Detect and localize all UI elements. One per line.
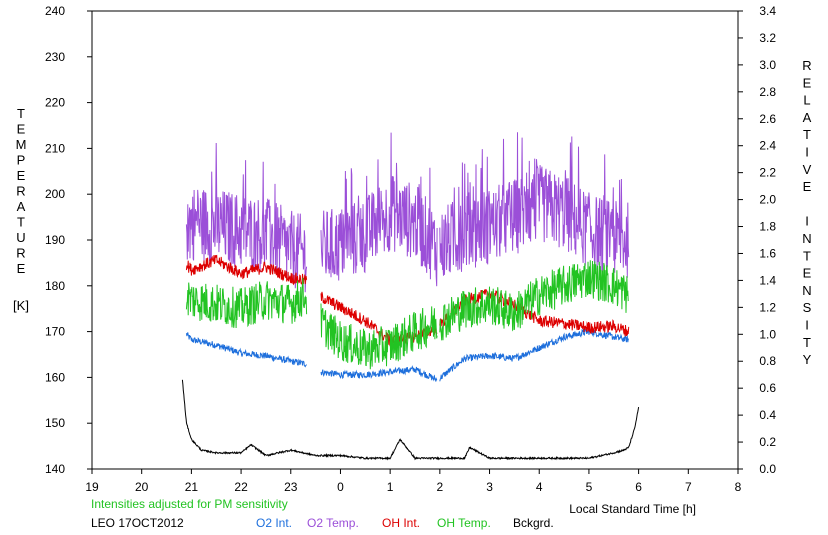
legend-o2-temp: O2 Temp. [307,516,359,530]
x-tick-label: 22 [234,480,248,494]
series-layer [181,132,640,461]
axis-title-letter: I [805,318,809,333]
series-line-o2-temp [185,132,630,293]
axis-title-letter: T [803,335,811,350]
axis-title-letter: M [16,137,27,152]
y-right-tick-label: 2.6 [759,112,776,126]
series-line-bckgrd [181,379,640,461]
y-right-tick-label: 0.4 [759,408,776,422]
y-right-tick-label: 3.0 [759,58,776,72]
x-tick-label: 23 [284,480,298,494]
y-right-tick-label: 0.2 [759,435,776,449]
x-axis-label: Local Standard Time [h] [569,502,696,516]
axis-title-letter: N [802,283,811,298]
axis-title-letter: R [16,246,25,261]
y-left-tick-label: 240 [45,4,65,18]
axis-title-letter: R [802,58,811,73]
y-right-tick-label: 2.4 [759,139,776,153]
y-left-axis-unit: [K] [13,298,29,313]
y-right-tick-label: 3.4 [759,4,776,18]
axis-title-letter: T [17,106,25,121]
y-right-tick-label: 2.0 [759,193,776,207]
axis-title-letter: E [803,179,812,194]
y-left-tick-label: 170 [45,325,65,339]
axis-title-letter: R [16,184,25,199]
y-right-tick-label: 2.8 [759,85,776,99]
legend-o2-int: O2 Int. [256,516,292,530]
x-tick-label: 5 [586,480,593,494]
y-right-tick-label: 2.2 [759,166,776,180]
plot-frame [91,10,739,470]
axis-title-letter: V [803,162,812,177]
y-left-tick-label: 150 [45,416,65,430]
axis-title-letter: E [17,168,26,183]
axis-title-letter: N [802,231,811,246]
y-left-tick-label: 190 [45,233,65,247]
y-right-tick-label: 0.0 [759,462,776,476]
pm-sensitivity-note: Intensities adjusted for PM sensitivity [91,497,288,511]
x-tick-label: 19 [85,480,99,494]
axis-title-letter: T [17,215,25,230]
axis-title-letter: E [17,261,26,276]
x-tick-label: 6 [635,480,642,494]
y-left-tick-label: 210 [45,141,65,155]
x-tick-label: 8 [735,480,742,494]
y-left-tick-label: 160 [45,370,65,384]
axis-title-letter: A [803,110,812,125]
x-tick-label: 1 [387,480,394,494]
axis-title-letter: T [803,127,811,142]
legend-oh-int: OH Int. [382,516,420,530]
y-left-axis-ticks: 140 150 160 170 180 190 200 210 220 230 240 [45,4,92,476]
axis-title-letter: Y [803,352,812,367]
x-tick-label: 21 [185,480,199,494]
y-left-tick-label: 220 [45,96,65,110]
x-tick-label: 3 [486,480,493,494]
axis-title-letter: E [803,266,812,281]
y-right-tick-label: 1.4 [759,273,776,287]
x-tick-label: 20 [135,480,149,494]
x-axis-ticks: 19 20 21 22 23 0 1 2 3 4 5 6 7 8 [85,469,742,494]
axis-title-letter: U [16,230,25,245]
axis-title-letter: L [803,93,810,108]
station-date: LEO 17OCT2012 [91,516,184,530]
y-right-axis-ticks: 0.0 0.2 0.4 0.6 0.8 1.0 1.2 1.4 1.6 1.8 2.0 2.2 2.4 2… [738,4,776,476]
y-left-tick-label: 180 [45,279,65,293]
legend-bckgrd: Bckgrd. [513,516,554,530]
axis-title-letter: T [803,248,811,263]
y-right-tick-label: 0.8 [759,354,776,368]
y-right-tick-label: 0.6 [759,381,776,395]
y-right-tick-label: 1.8 [759,220,776,234]
y-right-tick-label: 3.2 [759,31,776,45]
series-line-o2-int [185,327,630,382]
y-right-tick-label: 1.6 [759,246,776,260]
axis-title-letter: I [805,145,809,160]
x-tick-label: 7 [685,480,692,494]
y-left-tick-label: 200 [45,187,65,201]
y-left-tick-label: 140 [45,462,65,476]
axis-title-letter: I [805,214,809,229]
series-line-oh-temp [185,260,629,370]
y-right-tick-label: 1.0 [759,327,776,341]
x-tick-label: 0 [337,480,344,494]
axis-title-letter: P [17,153,26,168]
y-right-tick-label: 1.2 [759,300,776,314]
axis-title-letter: E [803,75,812,90]
x-tick-label: 2 [437,480,444,494]
legend-oh-temp: OH Temp. [437,516,491,530]
axis-title-letter: S [803,300,812,315]
y-left-tick-label: 230 [45,50,65,64]
axis-title-letter: E [17,122,26,137]
axis-title-letter: A [17,199,26,214]
x-tick-label: 4 [536,480,543,494]
